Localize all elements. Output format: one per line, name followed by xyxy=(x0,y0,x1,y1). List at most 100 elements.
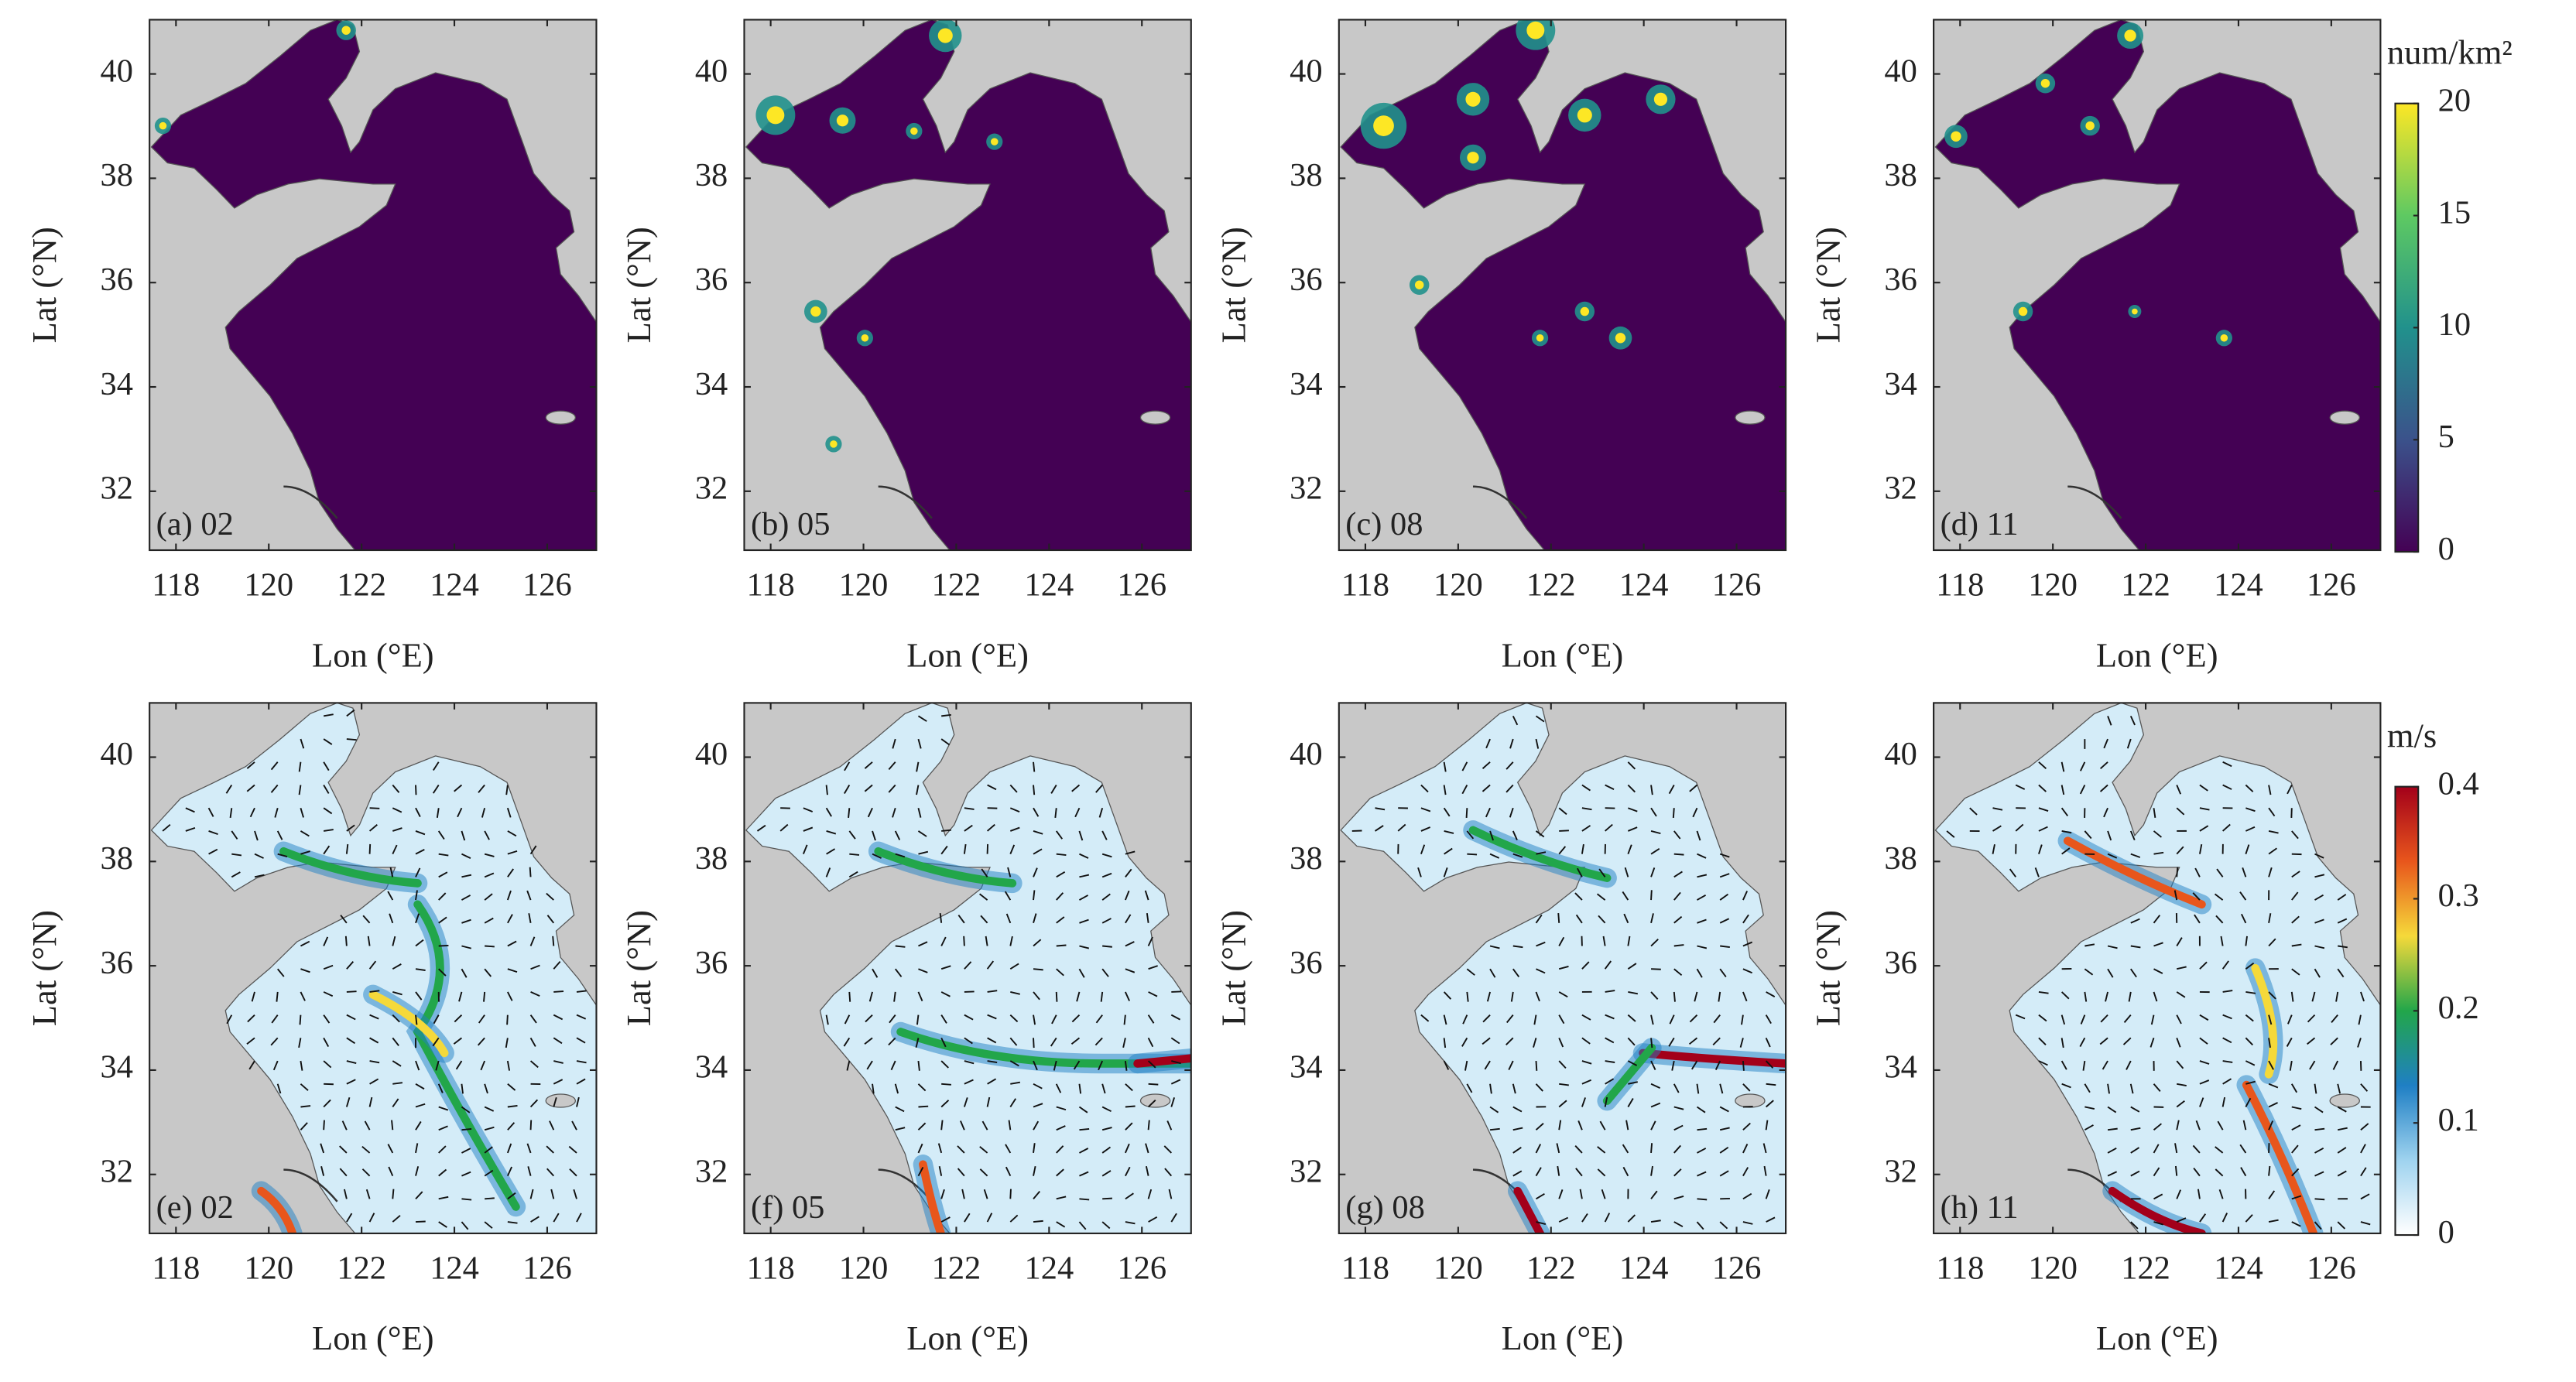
current-arrow xyxy=(979,1168,988,1177)
current-arrow xyxy=(392,1189,395,1199)
current-arrow xyxy=(249,807,255,818)
current-band xyxy=(1133,1054,1191,1068)
current-arrow xyxy=(2287,1014,2293,1025)
current-arrow xyxy=(530,964,540,970)
current-arrow xyxy=(2102,1060,2108,1070)
y-tick-label: 38 xyxy=(101,157,133,193)
current-arrow xyxy=(940,936,947,946)
current-arrow xyxy=(530,991,540,997)
current-arrow xyxy=(825,807,832,817)
sea xyxy=(150,703,597,1233)
current-arrow xyxy=(1672,808,1675,818)
current-arrow xyxy=(2176,807,2185,816)
current-arrow xyxy=(1125,1083,1133,1092)
current-arrow xyxy=(569,1168,577,1177)
current-arrow xyxy=(1559,1083,1569,1086)
current-arrow xyxy=(1668,1037,1675,1047)
current-arrow xyxy=(1697,945,1708,949)
current-arrow xyxy=(918,850,929,855)
current-arrow xyxy=(1992,825,2002,832)
current-arrow xyxy=(1050,785,1057,794)
current-arrow xyxy=(2338,1127,2348,1131)
current-arrow xyxy=(323,761,330,771)
current-arrow xyxy=(1650,1014,1654,1025)
current-arrow xyxy=(527,1166,532,1176)
current-band xyxy=(1513,1186,1544,1233)
current-arrow xyxy=(2314,1106,2324,1113)
current-arrow xyxy=(1078,1221,1087,1230)
current-arrow xyxy=(1535,1083,1543,1092)
current-arrow xyxy=(915,1038,920,1048)
current-arrow xyxy=(1465,808,1468,818)
current-arrow xyxy=(2222,761,2232,768)
current-arrow xyxy=(507,940,517,947)
current-arrow xyxy=(576,1014,587,1020)
y-tick-label: 40 xyxy=(1290,53,1322,89)
current-arrow xyxy=(1464,1060,1468,1071)
current-arrow xyxy=(438,1106,449,1111)
current-arrow xyxy=(1170,1037,1180,1045)
current-arrow xyxy=(1575,914,1583,924)
current-arrow xyxy=(2291,915,2300,924)
current-arrow xyxy=(507,850,518,855)
current-arrow xyxy=(2128,991,2132,1002)
current-arrow xyxy=(2197,1189,2201,1199)
current-arrow xyxy=(1605,1078,1615,1085)
current-arrow xyxy=(1443,1014,1447,1025)
current-arrow xyxy=(2268,1014,2273,1025)
current-arrow xyxy=(2153,830,2163,838)
current-arrow xyxy=(507,868,514,877)
current-arrow xyxy=(1597,1168,1606,1177)
current-arrow xyxy=(2130,1127,2141,1131)
current-arrow xyxy=(1605,1014,1615,1020)
current-arrow xyxy=(323,936,329,946)
current-arrow xyxy=(1146,913,1149,923)
current-arrow xyxy=(1765,1100,1774,1108)
x-axis-label: Lon (°E) xyxy=(906,635,1029,674)
current-arrow xyxy=(1461,1037,1468,1047)
current-arrow xyxy=(1095,784,1103,793)
current-arrow xyxy=(1574,1145,1583,1154)
current-arrow xyxy=(895,853,906,858)
current-arrow xyxy=(2122,1037,2132,1045)
current-arrow xyxy=(1098,1060,1104,1071)
island xyxy=(2329,410,2360,425)
current-arrow xyxy=(1033,1191,1040,1199)
current-arrow xyxy=(1078,830,1084,841)
current-arrow xyxy=(368,843,372,854)
current-arrow xyxy=(1004,891,1012,901)
current-band xyxy=(919,1160,945,1233)
current-arrow xyxy=(1147,1189,1153,1199)
current-arrow xyxy=(433,761,440,771)
current-arrow xyxy=(1482,784,1491,792)
current-arrow xyxy=(553,1079,564,1085)
current-arrow xyxy=(1509,807,1514,818)
current-arrow xyxy=(1078,968,1085,978)
current-arrow xyxy=(1467,853,1478,856)
current-arrow xyxy=(529,1037,536,1047)
current-arrow xyxy=(1466,991,1469,1002)
current-arrow xyxy=(2129,1083,2134,1094)
current-arrow xyxy=(1101,872,1112,878)
current-arrow xyxy=(1095,1014,1103,1024)
current-arrow xyxy=(274,807,279,818)
current-arrow xyxy=(2245,1014,2254,1022)
current-arrow xyxy=(1007,867,1012,877)
current-arrow xyxy=(2268,867,2273,877)
current-arrow xyxy=(1627,784,1636,793)
current-arrow xyxy=(2107,853,2118,859)
current-arrow xyxy=(1484,1060,1491,1070)
current-arrow xyxy=(1170,1014,1181,1021)
current-arrow xyxy=(458,991,463,1002)
current-arrow xyxy=(2015,784,2026,790)
current-arrow xyxy=(270,761,279,771)
current-arrow xyxy=(2360,1167,2367,1177)
current-arrow xyxy=(298,761,302,772)
current-arrow xyxy=(484,1126,495,1131)
current-arrow xyxy=(2245,1214,2253,1223)
current-arrow xyxy=(1071,784,1081,792)
current-arrow xyxy=(1650,1220,1661,1223)
current-arrow xyxy=(2337,894,2347,901)
current-arrow xyxy=(1742,914,1749,924)
panel-label: (e) 02 xyxy=(156,1189,234,1226)
